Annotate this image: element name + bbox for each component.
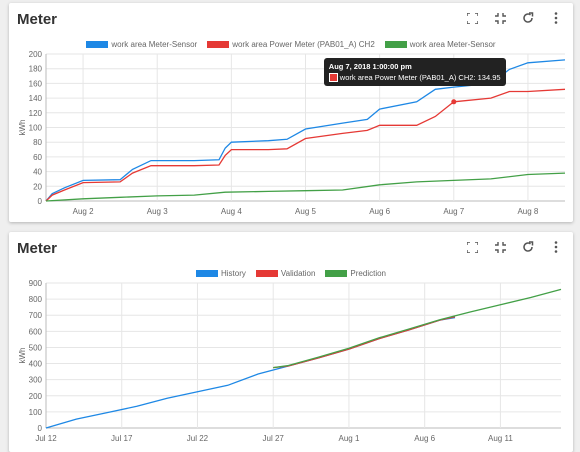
card-toolbar xyxy=(465,11,563,25)
series-line xyxy=(273,316,456,369)
tooltip-text: work area Power Meter (PAB01_A) CH2: 134… xyxy=(339,72,501,82)
x-tick-label: Jul 17 xyxy=(111,434,133,443)
y-tick-label: 60 xyxy=(33,153,42,162)
chart-tooltip: Aug 7, 2018 1:00:00 pm work area Power M… xyxy=(323,57,506,86)
y-tick-label: 20 xyxy=(33,182,42,191)
legend-item[interactable]: work area Meter-Sensor xyxy=(86,40,197,49)
y-axis-label: kWh xyxy=(18,348,27,364)
series-line xyxy=(45,172,566,202)
energy-chart: 0 20 40 60 80 100 120 140 160 180 200 Aug 2 Aug 3 Aug… xyxy=(18,50,566,216)
legend-swatch xyxy=(384,41,407,48)
y-tick-label: 700 xyxy=(29,311,43,320)
x-tick-label: Jul 12 xyxy=(35,434,57,443)
y-tick-label: 40 xyxy=(33,168,42,177)
legend-item[interactable]: Prediction xyxy=(325,269,386,278)
y-tick-label: 0 xyxy=(38,424,43,433)
legend-label: work area Meter-Sensor xyxy=(409,40,496,49)
y-tick-label: 0 xyxy=(38,197,43,206)
card-toolbar xyxy=(465,240,563,254)
legend-item[interactable]: work area Meter-Sensor xyxy=(384,40,496,49)
x-tick-label: Aug 2 xyxy=(73,207,94,216)
tooltip-title: Aug 7, 2018 1:00:00 pm xyxy=(328,61,412,71)
card-title: Meter xyxy=(17,11,58,28)
x-tick-label: Jul 27 xyxy=(263,434,285,443)
forecast-chart: 0 100 200 300 400 500 600 700 800 900 Jul 12 Jul 17… xyxy=(18,279,562,443)
y-tick-label: 120 xyxy=(29,109,43,118)
y-tick-label: 400 xyxy=(29,360,43,369)
y-tick-label: 900 xyxy=(29,279,43,288)
x-tick-label: Aug 1 xyxy=(338,434,359,443)
y-tick-label: 800 xyxy=(29,295,43,304)
legend-swatch xyxy=(195,270,218,277)
x-tick-label: Aug 11 xyxy=(488,434,513,443)
more-vert-icon[interactable] xyxy=(549,11,563,25)
x-tick-label: Aug 7 xyxy=(443,207,464,216)
legend-label: Validation xyxy=(280,269,316,278)
series-line xyxy=(45,59,566,202)
chart-legend: History Validation Prediction xyxy=(9,269,573,278)
legend-item[interactable]: History xyxy=(195,269,246,278)
more-vert-icon[interactable] xyxy=(549,240,563,254)
hover-point xyxy=(451,99,457,105)
meter-card-1: Meter work area Meter-Sensor work area Po… xyxy=(9,3,573,222)
y-axis-label: kWh xyxy=(18,120,27,136)
y-tick-label: 500 xyxy=(29,343,43,352)
y-tick-label: 180 xyxy=(29,65,43,74)
refresh-icon[interactable] xyxy=(521,11,535,25)
x-tick-label: Aug 5 xyxy=(295,207,316,216)
legend-swatch xyxy=(325,270,348,277)
card-title: Meter xyxy=(17,240,58,257)
tooltip-swatch xyxy=(328,73,338,83)
x-tick-label: Jul 22 xyxy=(187,434,209,443)
y-tick-label: 100 xyxy=(29,124,43,133)
series-line xyxy=(273,288,562,369)
meter-card-2: Meter History Validation Prediction 0 100 20… xyxy=(9,232,573,452)
y-tick-label: 140 xyxy=(29,94,43,103)
x-tick-label: Aug 3 xyxy=(147,207,168,216)
collapse-icon[interactable] xyxy=(493,11,507,25)
y-tick-label: 600 xyxy=(29,327,43,336)
legend-swatch xyxy=(255,270,278,277)
legend-item[interactable]: work area Power Meter (PAB01_A) CH2 xyxy=(207,40,375,49)
y-tick-label: 300 xyxy=(29,376,43,385)
legend-swatch xyxy=(86,41,109,48)
y-tick-label: 80 xyxy=(33,138,42,147)
legend-label: Prediction xyxy=(350,269,386,278)
y-tick-label: 200 xyxy=(29,392,43,401)
chart-legend: work area Meter-Sensor work area Power Me… xyxy=(9,40,573,49)
x-tick-label: Aug 6 xyxy=(414,434,435,443)
x-tick-label: Aug 8 xyxy=(517,207,538,216)
y-tick-label: 100 xyxy=(29,408,43,417)
collapse-icon[interactable] xyxy=(493,240,507,254)
refresh-icon[interactable] xyxy=(521,240,535,254)
legend-label: work area Power Meter (PAB01_A) CH2 xyxy=(232,40,375,49)
legend-swatch xyxy=(207,41,230,48)
y-tick-label: 200 xyxy=(29,50,43,59)
legend-label: History xyxy=(220,269,246,278)
legend-item[interactable]: Validation xyxy=(255,269,316,278)
legend-label: work area Meter-Sensor xyxy=(111,40,198,49)
x-tick-label: Aug 4 xyxy=(221,207,242,216)
y-tick-label: 160 xyxy=(29,79,43,88)
x-tick-label: Aug 6 xyxy=(369,207,390,216)
